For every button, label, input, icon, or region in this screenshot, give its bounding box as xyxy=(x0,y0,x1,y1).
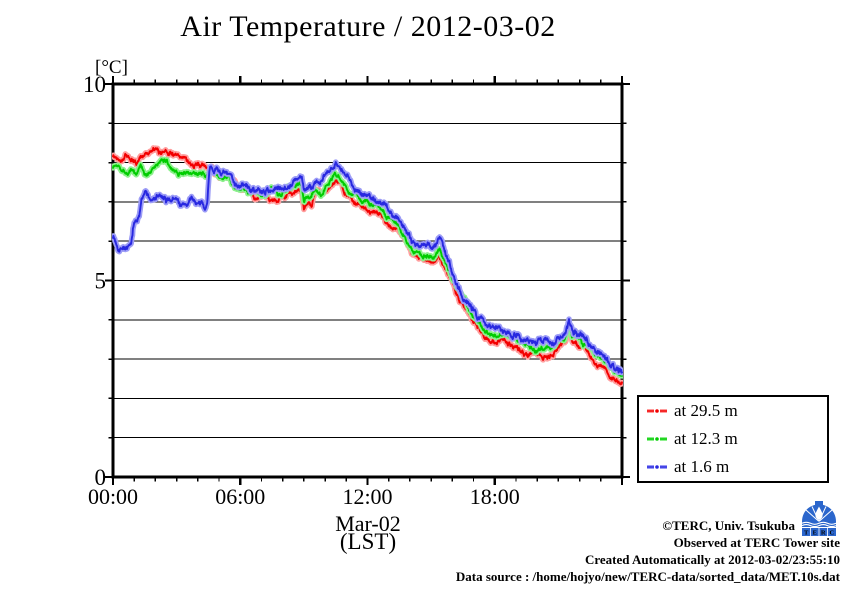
svg-text:T: T xyxy=(804,529,809,536)
svg-text:10: 10 xyxy=(83,72,106,97)
svg-text:00:00: 00:00 xyxy=(88,484,138,509)
svg-text:0: 0 xyxy=(95,465,107,490)
legend-marker-red-icon xyxy=(647,409,667,413)
svg-text:12:00: 12:00 xyxy=(342,484,392,509)
series-lines xyxy=(112,145,623,388)
legend-item: at 1.6 m xyxy=(647,457,827,477)
svg-text:5: 5 xyxy=(95,269,107,294)
plot-frame xyxy=(111,82,624,479)
svg-text:E: E xyxy=(813,529,817,536)
legend: at 29.5 m at 12.3 m at 1.6 m xyxy=(637,395,829,483)
legend-marker-green-icon xyxy=(647,437,667,441)
chart-title: Air Temperature / 2012-03-02 xyxy=(180,10,556,43)
series-halo-at-1.6-m xyxy=(112,159,623,376)
legend-label: at 1.6 m xyxy=(674,457,730,476)
legend-marker-blue-icon xyxy=(647,465,667,469)
footer-created-timestamp: Created Automatically at 2012-03-02/23:5… xyxy=(584,552,840,567)
legend-label: at 12.3 m xyxy=(674,429,738,448)
y-axis-unit-label: [°C] xyxy=(95,57,128,78)
svg-text:C: C xyxy=(829,529,834,536)
footer-data-source: Data source : /home/hojyo/new/TERC-data/… xyxy=(455,569,840,584)
svg-text:R: R xyxy=(821,529,826,536)
terc-logo: T E R C xyxy=(801,501,837,536)
x-axis-timezone-label: (LST) xyxy=(339,529,397,554)
series-line-at-1.6-m xyxy=(112,161,623,374)
footer-observed-site: Observed at TERC Tower site xyxy=(673,535,840,550)
legend-item: at 29.5 m xyxy=(647,401,827,421)
footer-copyright: ©TERC, Univ. Tsukuba xyxy=(662,518,795,533)
legend-label: at 29.5 m xyxy=(674,401,738,420)
x-axis-date-label: Mar-02 xyxy=(335,511,401,536)
legend-item: at 12.3 m xyxy=(647,429,827,449)
svg-text:18:00: 18:00 xyxy=(470,484,520,509)
axis-tick-labels: 00:00 06:00 12:00 18:00 0 5 10 xyxy=(83,72,520,509)
svg-text:06:00: 06:00 xyxy=(215,484,265,509)
series-line-at-12.3-m xyxy=(112,158,623,377)
